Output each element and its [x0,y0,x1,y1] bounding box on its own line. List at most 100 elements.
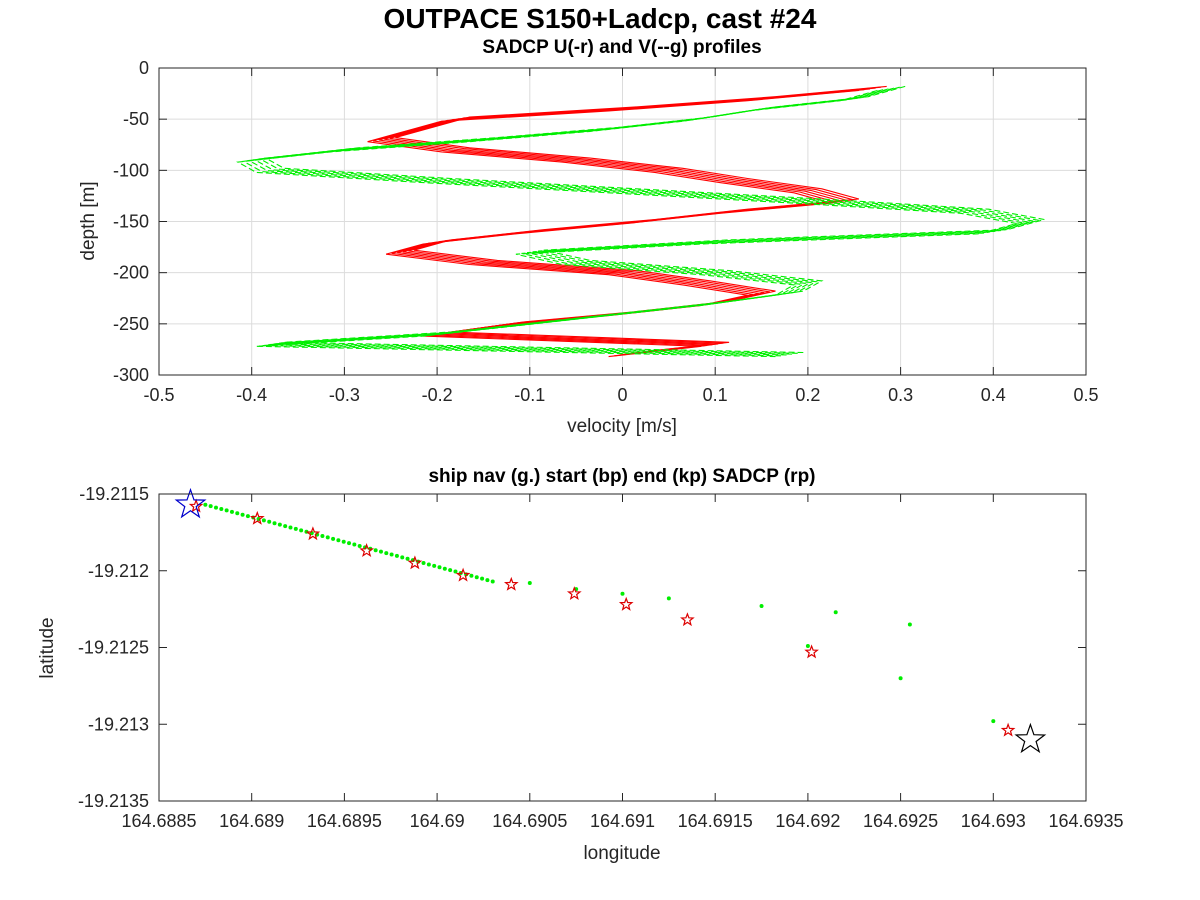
nav-point [378,549,383,554]
v-profile-line [263,85,1045,354]
sadcp-point [249,510,265,525]
nav-point [991,719,996,724]
nav-panel: ship nav (g.) start (bp) end (kp) SADCP … [37,466,1124,864]
sadcp-point [503,576,519,591]
sadcp-point [188,498,204,513]
nav-point [448,568,453,573]
nav-point [293,526,298,531]
profiles-xtick-label: -0.2 [422,385,453,405]
nav-point [442,566,447,571]
nav-point [267,519,272,524]
nav-point [421,561,426,566]
nav-ytick-label: -19.2115 [79,484,149,504]
nav-xtick-label: 164.692 [775,811,840,831]
nav-xtick-label: 164.6895 [307,811,382,831]
profiles-ytick-label: -100 [113,160,149,180]
nav-xtick-label: 164.6935 [1048,811,1123,831]
profiles-xtick-label: 0.1 [703,385,728,405]
nav-point [235,511,240,516]
nav-point [283,524,288,529]
sadcp-point [359,543,375,558]
nav-xtick-label: 164.6915 [678,811,753,831]
nav-point [272,521,277,526]
profiles-xtick-label: 0.5 [1073,385,1098,405]
nav-xlabel: longitude [583,843,660,864]
end-point [1014,722,1047,754]
nav-ytick-label: -19.213 [88,714,149,734]
sadcp-point [1000,722,1016,737]
profiles-xtick-label: -0.5 [143,385,174,405]
nav-point [208,504,213,509]
nav-point [203,502,208,507]
nav-xtick-label: 164.6885 [121,811,196,831]
profiles-series [236,85,1045,358]
profiles-ytick-label: -250 [113,314,149,334]
nav-point [261,518,266,523]
sadcp-point [407,555,423,570]
nav-axes-frame [158,493,1087,802]
profiles-xtick-label: -0.3 [329,385,360,405]
nav-point [405,556,410,561]
nav-point [469,573,474,578]
nav-point [490,579,495,584]
nav-point [341,539,346,544]
nav-xtick-label: 164.6925 [863,811,938,831]
nav-point [907,622,912,627]
nav-point [336,538,341,543]
nav-ylabel: latitude [37,617,58,678]
nav-point [288,525,293,530]
nav-ytick-label: -19.2125 [78,638,149,658]
nav-point [299,528,304,533]
nav-point [219,507,224,512]
nav-ytick-label: -19.2135 [78,791,149,811]
nav-point [666,596,671,601]
nav-point [245,514,250,519]
profiles-xtick-label: 0 [617,385,627,405]
profiles-xtick-label: -0.4 [236,385,267,405]
nav-point [357,543,362,548]
nav-point [432,563,437,568]
nav-point [527,581,532,586]
profiles-ylabel: depth [m] [78,181,99,260]
nav-point [426,562,431,567]
profiles-ytick-label: 0 [139,58,149,78]
nav-xtick-label: 164.689 [219,811,284,831]
nav-point [320,534,325,539]
nav-point [485,578,490,583]
nav-point [759,604,764,609]
nav-point [240,512,245,517]
nav-xtick-label: 164.691 [590,811,655,831]
nav-point [480,576,485,581]
nav-point [373,548,378,553]
nav-point [805,643,810,648]
nav-point [833,610,838,615]
nav-ticks: 164.6885 164.689 164.6895 164.69 164.6905 164… [78,484,1124,831]
nav-point [384,551,389,556]
sadcp-point [680,612,695,627]
nav-point [277,522,282,527]
nav-point [400,555,405,560]
profiles-panel: SADCP U(-r) and V(--g) profiles -0.5 -0.4… [78,37,1099,437]
figure-title: OUTPACE S150+Ladcp, cast #24 [384,3,817,34]
start-point [174,487,207,519]
nav-point [325,535,330,540]
sadcp-point [618,596,634,611]
nav-point [229,509,234,514]
profiles-xtick-label: -0.1 [514,385,545,405]
profiles-xtick-label: 0.2 [795,385,820,405]
profiles-title: SADCP U(-r) and V(--g) profiles [482,37,761,58]
nav-point [389,552,394,557]
nav-ytick-label: -19.212 [88,561,149,581]
nav-point [437,565,442,570]
nav-point [224,508,229,513]
profiles-ticks: -0.5 -0.4 -0.3 -0.2 -0.1 0 0.1 0.2 0.3 0.4 0.5 0 -50… [113,58,1099,405]
profiles-xlabel: velocity [m/s] [567,416,677,437]
nav-point [453,569,458,574]
nav-points [174,487,1047,754]
profiles-ytick-label: -200 [113,263,149,283]
sadcp-point [455,567,471,582]
nav-xtick-label: 164.693 [961,811,1026,831]
v-profile-line [258,86,1039,354]
nav-point [474,575,479,580]
profiles-xtick-label: 0.4 [981,385,1006,405]
